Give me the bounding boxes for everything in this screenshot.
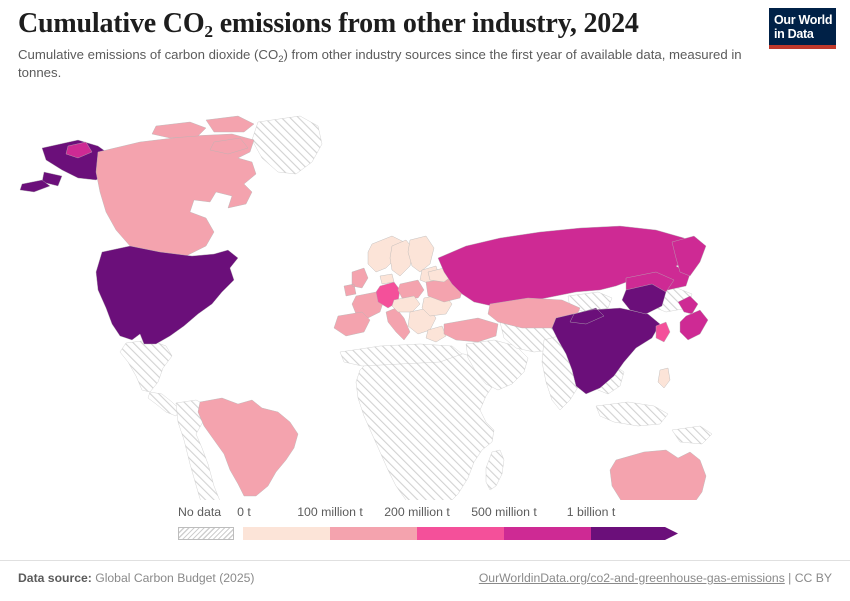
subtitle-subscript: 2	[278, 54, 284, 66]
world-map[interactable]	[0, 100, 850, 500]
legend-tick-1: 100 million t	[297, 505, 363, 519]
legend-bin-4[interactable]	[591, 527, 665, 540]
country-japan[interactable]	[677, 295, 709, 341]
country-canada[interactable]	[95, 133, 257, 261]
chart-subtitle: Cumulative emissions of carbon dioxide (…	[18, 46, 743, 81]
country-sweden[interactable]	[389, 239, 415, 277]
legend-bin-0[interactable]	[243, 527, 330, 540]
legend-bin-3[interactable]	[504, 527, 591, 540]
license-label: CC BY	[794, 571, 832, 585]
owid-url-link[interactable]: OurWorldinData.org/co2-and-greenhouse-ga…	[478, 571, 785, 585]
country-africa[interactable]	[355, 351, 499, 500]
country-aleutians[interactable]	[19, 179, 51, 193]
footer-separator: |	[784, 571, 795, 585]
country-indonesia[interactable]	[595, 401, 669, 427]
country-australia[interactable]	[609, 449, 707, 500]
country-chukotka[interactable]	[65, 141, 93, 159]
subtitle-part2: ) from other industry sources since the …	[18, 47, 742, 80]
legend-no-data-label: No data	[178, 505, 222, 519]
legend-tick-2: 200 million t	[384, 505, 450, 519]
legend-color-bar[interactable]	[243, 527, 678, 540]
country-russia-kamchatka[interactable]	[671, 235, 707, 277]
data-source: Data source: Global Carbon Budget (2025)	[18, 571, 254, 585]
country-papua-new-guinea[interactable]	[671, 425, 713, 445]
map-data-group	[19, 115, 713, 500]
footer-attribution: OurWorldinData.org/co2-and-greenhouse-ga…	[479, 571, 832, 585]
legend-bin-2[interactable]	[417, 527, 504, 540]
country-mexico[interactable]	[119, 339, 173, 393]
map-nodata-group	[119, 115, 693, 500]
world-map-svg[interactable]	[0, 100, 850, 500]
country-brazil[interactable]	[197, 397, 299, 497]
country-south-korea[interactable]	[655, 321, 671, 343]
country-turkey[interactable]	[443, 317, 499, 343]
owid-logo-line1: Our World	[774, 13, 833, 27]
page-title: Cumulative CO2 emissions from other indu…	[18, 8, 832, 41]
owid-logo-line2: in Data	[774, 27, 814, 41]
legend-bin-1[interactable]	[330, 527, 417, 540]
country-finland[interactable]	[407, 235, 435, 273]
map-legend: No data 0 t 100 million t 200 million t …	[0, 505, 850, 553]
country-centralamerica[interactable]	[147, 391, 181, 417]
country-madagascar[interactable]	[485, 449, 505, 491]
legend-tick-4: 1 billion t	[566, 505, 616, 519]
title-subscript: 2	[204, 22, 213, 41]
country-north-africa[interactable]	[339, 343, 463, 367]
country-greenland[interactable]	[251, 115, 323, 175]
title-text-part1: Cumulative CO	[18, 8, 205, 39]
country-greece[interactable]	[425, 325, 447, 343]
chart-header: Cumulative CO2 emissions from other indu…	[18, 8, 832, 82]
country-southamerica-west[interactable]	[175, 399, 246, 500]
country-canada-arctic[interactable]	[151, 115, 255, 155]
country-united-kingdom[interactable]	[343, 267, 369, 297]
data-source-label: Data source:	[18, 571, 92, 585]
legend-overflow-arrow-icon	[665, 527, 678, 540]
owid-logo[interactable]: Our World in Data	[769, 8, 836, 49]
country-china-northeast[interactable]	[621, 283, 667, 315]
legend-tick-0: 0 t	[237, 505, 251, 519]
country-denmark[interactable]	[379, 273, 395, 285]
legend-no-data-swatch[interactable]	[178, 527, 234, 540]
country-italy[interactable]	[385, 307, 411, 341]
country-taiwan[interactable]	[657, 367, 671, 389]
country-poland[interactable]	[397, 279, 425, 299]
title-text-part2: emissions from other industry, 2024	[212, 8, 639, 39]
country-united-states[interactable]	[95, 245, 239, 345]
chart-footer: Data source: Global Carbon Budget (2025)…	[0, 560, 850, 601]
country-spain[interactable]	[333, 311, 371, 337]
country-middleeast[interactable]	[465, 339, 529, 391]
legend-tick-3: 500 million t	[471, 505, 537, 519]
subtitle-part1: Cumulative emissions of carbon dioxide (…	[18, 47, 279, 63]
data-source-text: Global Carbon Budget (2025)	[95, 571, 255, 585]
